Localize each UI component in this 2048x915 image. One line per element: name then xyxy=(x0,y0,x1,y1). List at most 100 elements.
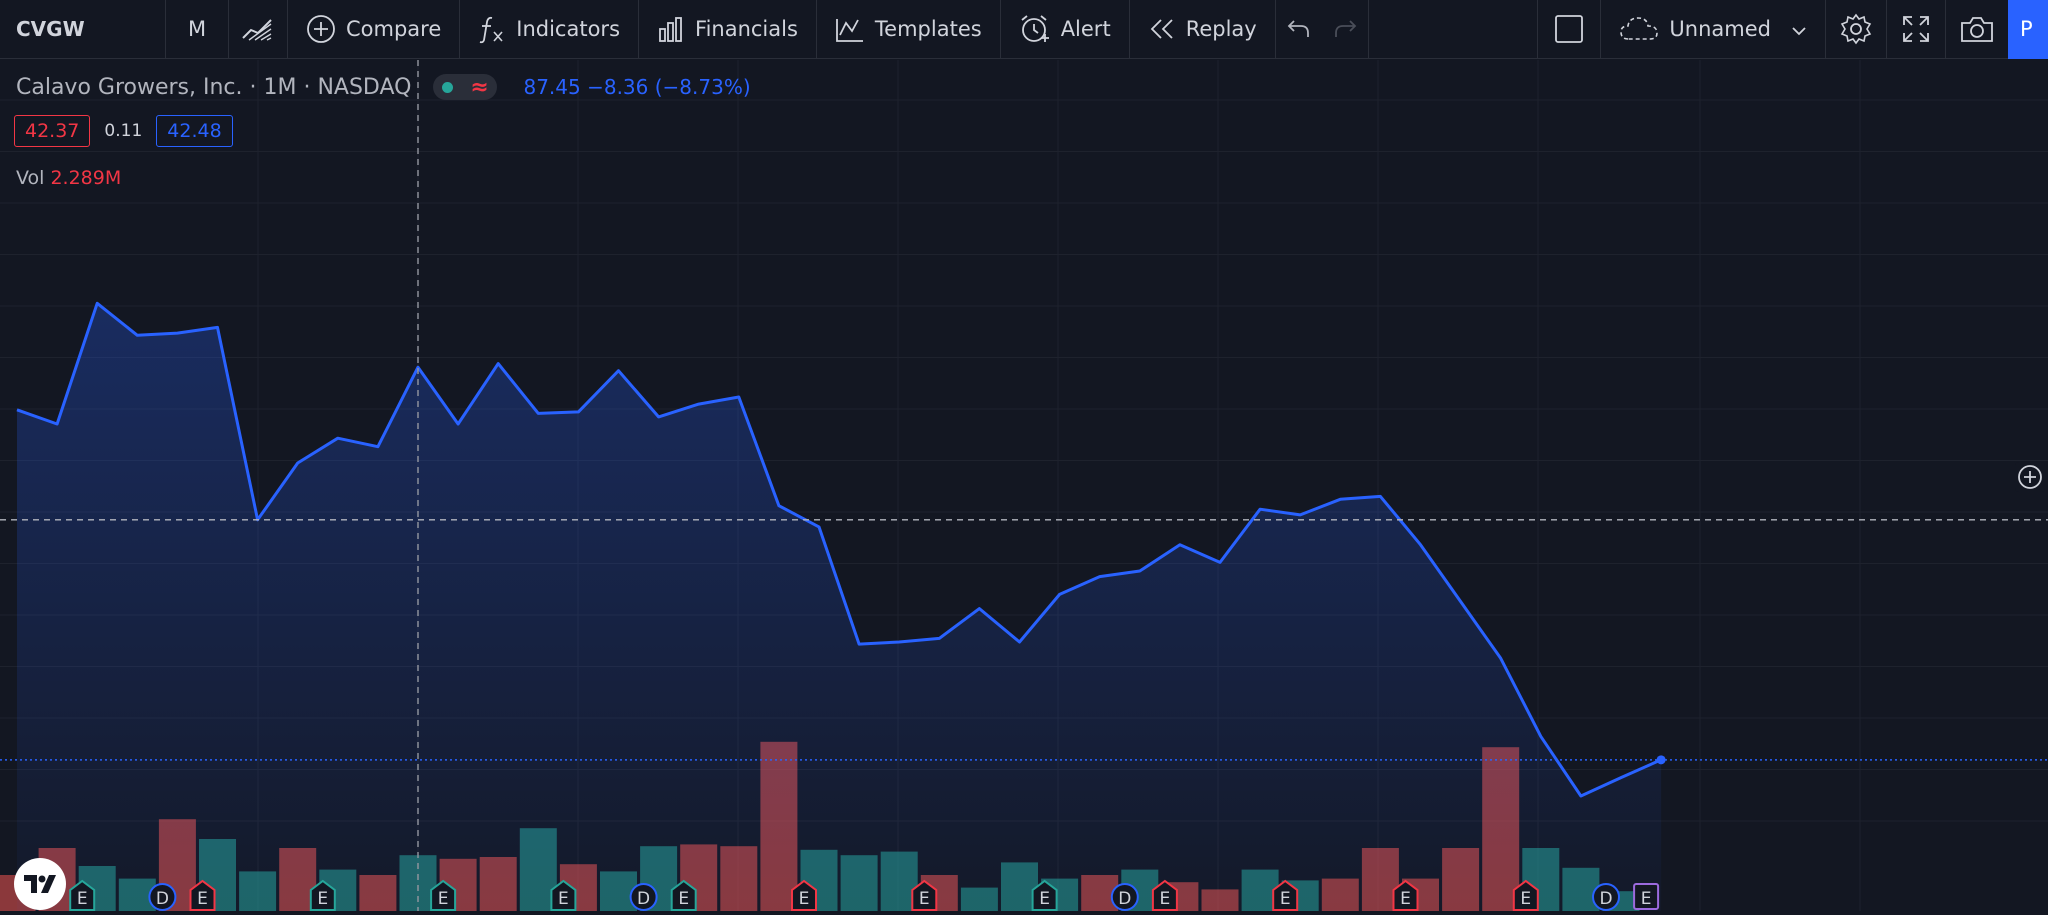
templates-button[interactable]: Templates xyxy=(817,0,1000,59)
alert-button[interactable]: Alert xyxy=(1001,0,1129,59)
compare-label: Compare xyxy=(346,17,442,41)
market-open-dot xyxy=(442,81,454,93)
rewind-icon xyxy=(1148,17,1176,41)
bid-ask-panel: 42.37 0.11 42.48 xyxy=(14,115,233,147)
event-marker-e[interactable]: E xyxy=(1151,879,1178,911)
square-layout-icon xyxy=(1555,15,1584,43)
event-marker-label: E xyxy=(1280,889,1291,909)
financials-label: Financials xyxy=(695,17,798,41)
event-marker-e[interactable]: E xyxy=(791,879,817,911)
buy-price-button[interactable]: 42.48 xyxy=(156,115,233,147)
redo-button[interactable] xyxy=(1322,0,1368,59)
toolbar-divider xyxy=(287,0,288,59)
chevron-down-icon xyxy=(1791,17,1807,41)
tradingview-logo[interactable] xyxy=(14,858,66,910)
indicators-button[interactable]: Indicators xyxy=(460,0,638,59)
toolbar-divider xyxy=(228,0,229,59)
layout-name-label: Unnamed xyxy=(1669,17,1771,41)
toolbar-divider xyxy=(1367,0,1369,59)
quote-change: 87.45 −8.36 (−8.73%) xyxy=(523,75,751,99)
event-marker-label: D xyxy=(1599,889,1612,909)
toolbar-divider xyxy=(1128,0,1130,59)
toolbar-divider xyxy=(815,0,817,59)
event-marker-label: E xyxy=(1039,889,1050,909)
top-toolbar: CVGW M Compare Indicators Financials Tem… xyxy=(0,0,2048,59)
event-marker-label: E xyxy=(438,889,449,909)
toolbar-divider xyxy=(1537,0,1539,59)
event-marker-e[interactable]: E xyxy=(1512,879,1539,911)
price-area-fill xyxy=(17,303,1662,911)
templates-label: Templates xyxy=(874,17,982,41)
event-marker-e[interactable]: E xyxy=(911,879,938,911)
toolbar-divider xyxy=(638,0,640,59)
event-marker-e[interactable]: E xyxy=(1392,879,1419,911)
dividend-icon xyxy=(1110,883,1139,911)
event-marker-e[interactable]: E xyxy=(189,879,216,911)
earnings-icon xyxy=(69,879,96,911)
publish-button[interactable]: P xyxy=(2008,0,2048,59)
event-marker-label: E xyxy=(558,889,569,909)
dividend-icon xyxy=(148,883,177,911)
gear-icon xyxy=(1840,13,1872,45)
event-marker-label: E xyxy=(799,889,810,909)
undo-icon xyxy=(1287,20,1309,37)
camera-icon xyxy=(1961,17,1993,42)
replay-button[interactable]: Replay xyxy=(1130,0,1275,59)
event-marker-e[interactable]: E xyxy=(309,879,336,911)
event-marker-d[interactable]: D xyxy=(148,883,177,911)
sell-price-button[interactable]: 42.37 xyxy=(14,115,91,147)
event-marker-e[interactable]: E xyxy=(1031,879,1058,911)
symbol-search-button[interactable]: CVGW xyxy=(16,17,85,41)
volume-value: 2.289M xyxy=(50,167,122,189)
event-marker-label: E xyxy=(197,889,208,909)
event-marker-e[interactable]: E xyxy=(430,879,457,911)
plus-circle-icon xyxy=(306,14,336,44)
volume-label: Vol xyxy=(16,167,45,189)
symbol-title[interactable]: Calavo Growers, Inc. · 1M · NASDAQ xyxy=(16,74,412,100)
event-marker-d[interactable]: D xyxy=(1592,883,1620,911)
chart-legend: Calavo Growers, Inc. · 1M · NASDAQ ≈ 87.… xyxy=(16,74,751,100)
function-icon xyxy=(478,14,506,44)
compare-button[interactable]: Compare xyxy=(288,0,459,59)
layout-name-button[interactable]: Unnamed xyxy=(1601,0,1825,59)
toolbar-divider xyxy=(1886,0,1887,59)
undo-button[interactable] xyxy=(1276,0,1322,59)
fullscreen-button[interactable] xyxy=(1887,0,1945,59)
event-marker-e[interactable]: E xyxy=(69,879,96,911)
market-status-badge[interactable]: ≈ xyxy=(433,74,498,100)
event-marker-label: E xyxy=(1520,889,1531,909)
toolbar-divider xyxy=(1274,0,1276,59)
earnings-icon xyxy=(911,879,938,911)
interval-button[interactable]: M xyxy=(187,17,207,41)
event-marker-label: D xyxy=(156,889,169,909)
earnings-icon xyxy=(791,879,817,911)
event-marker-label: E xyxy=(1641,889,1652,909)
event-marker-d[interactable]: D xyxy=(629,883,658,911)
layout-select-button[interactable] xyxy=(1538,0,1600,59)
earnings-icon xyxy=(1392,879,1419,911)
earnings-icon xyxy=(1512,879,1539,911)
earnings-icon xyxy=(1272,879,1299,911)
toolbar-divider xyxy=(459,0,461,59)
event-marker-e[interactable]: E xyxy=(670,879,697,911)
event-marker-e[interactable]: E xyxy=(1633,883,1660,910)
event-marker-e[interactable]: E xyxy=(550,879,577,911)
indicators-label: Indicators xyxy=(516,17,621,41)
snapshot-button[interactable] xyxy=(1946,0,2008,59)
replay-label: Replay xyxy=(1185,17,1257,41)
event-marker-label: E xyxy=(1160,889,1171,909)
event-marker-d[interactable]: D xyxy=(1110,883,1139,911)
cloud-icon xyxy=(1619,16,1659,42)
financials-button[interactable]: Financials xyxy=(639,0,816,59)
event-marker-label: E xyxy=(919,889,930,909)
event-marker-label: E xyxy=(317,889,328,909)
settings-button[interactable] xyxy=(1826,0,1886,59)
toolbar-divider xyxy=(165,0,166,59)
chart-type-button[interactable] xyxy=(229,0,287,59)
add-plus-button[interactable] xyxy=(2014,461,2046,493)
event-marker-e[interactable]: E xyxy=(1272,879,1299,911)
earnings-icon xyxy=(1151,879,1178,911)
